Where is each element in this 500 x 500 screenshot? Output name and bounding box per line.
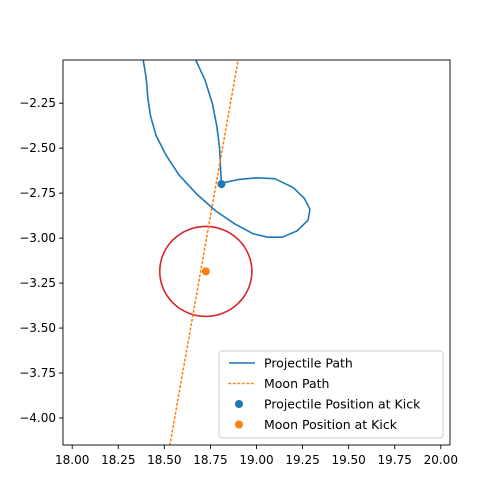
legend-label-projectile-kick: Projectile Position at Kick xyxy=(264,397,421,412)
y-tick-label: −3.75 xyxy=(19,366,56,380)
legend: Projectile Path Moon Path Projectile Posit… xyxy=(218,350,444,439)
x-tick-label: 19.00 xyxy=(239,453,273,467)
x-tick-label: 18.00 xyxy=(55,453,89,467)
series-line-moon-path xyxy=(169,60,239,445)
y-tick-label: −3.25 xyxy=(19,276,56,290)
axis-layer: 18.00 18.25 18.50 18.75 19.00 19.25 19.50 19.75… xyxy=(19,96,458,467)
x-tick-label: 18.50 xyxy=(147,453,181,467)
moon-circle xyxy=(158,225,253,318)
legend-swatch-projectile-kick xyxy=(235,400,243,408)
y-tick-label: −3.00 xyxy=(19,231,56,245)
x-tick-label: 19.50 xyxy=(331,453,365,467)
marker-projectile-kick xyxy=(217,180,226,189)
x-tick-label: 19.25 xyxy=(285,453,319,467)
series-line-projectile-path xyxy=(142,60,311,238)
legend-swatch-moon-kick xyxy=(235,420,243,429)
y-tick-label: −3.50 xyxy=(19,321,56,335)
x-tick-label: 18.75 xyxy=(193,453,227,467)
x-tick-label: 20.00 xyxy=(424,453,458,467)
y-tick-label: −4.00 xyxy=(19,411,56,425)
x-tick-label: 19.75 xyxy=(378,453,412,467)
y-tick-label: −2.25 xyxy=(19,96,56,110)
legend-box xyxy=(218,350,444,439)
y-tick-label: −2.75 xyxy=(19,186,56,200)
marker-moon-kick xyxy=(201,267,210,276)
legend-label-moon-path: Moon Path xyxy=(264,376,329,391)
legend-label-moon-kick: Moon Position at Kick xyxy=(264,417,398,432)
y-tick-label: −2.50 xyxy=(19,141,56,155)
legend-label-projectile-path: Projectile Path xyxy=(264,356,353,371)
data-layer xyxy=(142,60,311,445)
x-tick-label: 18.25 xyxy=(101,453,135,467)
